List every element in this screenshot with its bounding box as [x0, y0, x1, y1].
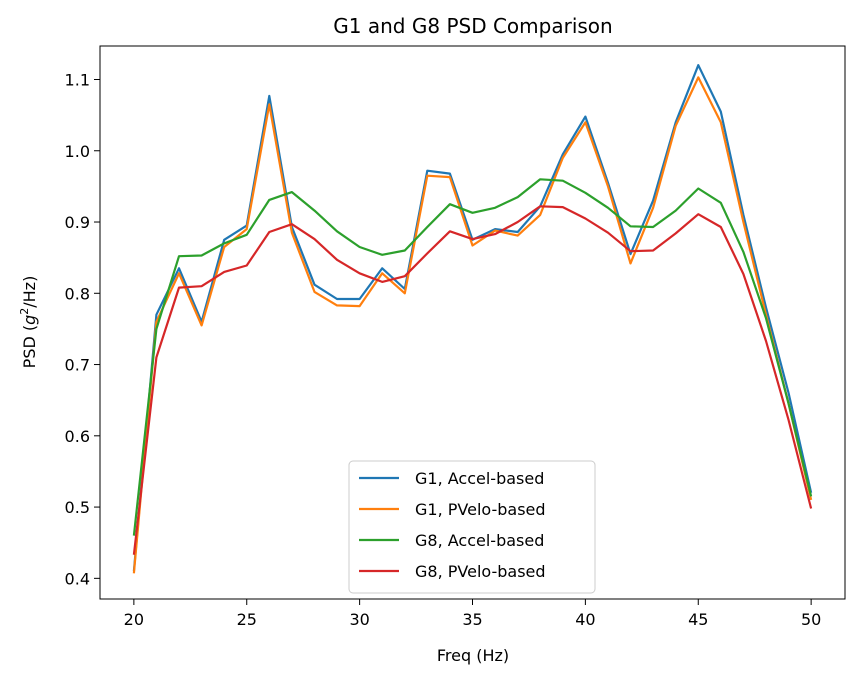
x-axis-label: Freq (Hz): [437, 646, 509, 665]
series-line-2: [132, 76, 813, 574]
x-tick-label: 45: [688, 610, 708, 629]
legend-label: G8, PVelo-based: [415, 562, 546, 581]
legend-label: G8, Accel-based: [415, 531, 544, 550]
x-tick-label: 30: [349, 610, 369, 629]
x-tick-label: 20: [124, 610, 144, 629]
y-tick-label: 1.0: [65, 142, 90, 161]
y-axis-label: PSD (g2/Hz): [18, 276, 39, 369]
x-tick-label: 25: [237, 610, 257, 629]
x-tick-label: 35: [462, 610, 482, 629]
legend-label: G1, PVelo-based: [415, 500, 546, 519]
x-tick-label: 50: [801, 610, 821, 629]
y-axis-ticks: 0.4 0.5 0.6 0.7 0.8 0.9 1.0 1.1: [65, 70, 100, 588]
legend-box: [348, 460, 596, 594]
y-tick-label: 0.6: [65, 427, 90, 446]
chart-title: G1 and G8 PSD Comparison: [333, 14, 612, 38]
y-tick-label: 1.1: [65, 70, 90, 89]
y-tick-label: 0.9: [65, 213, 90, 232]
legend-label: G1, Accel-based: [415, 469, 544, 488]
y-tick-label: 0.5: [65, 498, 90, 517]
series-line-3: [132, 178, 813, 536]
x-axis-ticks: 20 25 30 35 40 45 50: [124, 599, 821, 629]
y-tick-label: 0.8: [65, 284, 90, 303]
y-tick-label: 0.4: [65, 569, 90, 588]
series-line-4: [132, 205, 813, 555]
x-tick-label: 40: [575, 610, 595, 629]
series-layer: [132, 64, 813, 574]
y-tick-label: 0.7: [65, 356, 90, 375]
legend: G1, Accel-based G1, PVelo-based G8, Accel-…: [348, 460, 596, 594]
